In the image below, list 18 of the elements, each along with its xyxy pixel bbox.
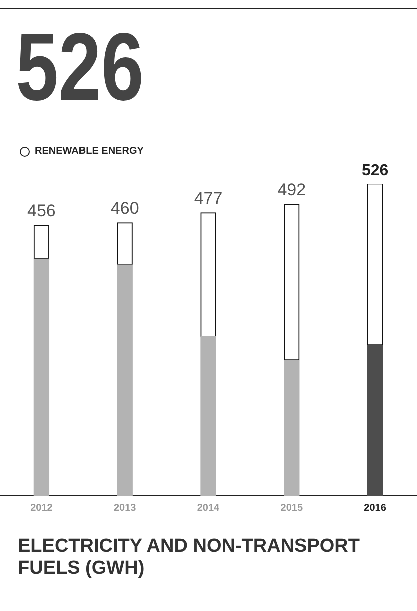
x-tick-label: 2016: [364, 502, 387, 514]
bar: [284, 360, 300, 496]
bar: [117, 264, 133, 496]
x-tick-label: 2012: [30, 502, 54, 514]
x-tick-label: 2015: [280, 502, 304, 514]
text: RENEWABLE ENERGY: [35, 146, 144, 157]
annotation: 477: [194, 189, 223, 208]
annotation: 456: [28, 202, 56, 221]
annotation: 460: [110, 199, 140, 218]
text: 526: [16, 14, 144, 121]
x-tick-label: 2014: [197, 502, 220, 514]
annotation: 492: [278, 180, 306, 200]
text: ELECTRICITY AND NON-TRANSPORT FUELS (GWH): [18, 536, 361, 580]
bar: [200, 336, 216, 496]
bar: [34, 258, 50, 496]
annotation: 526: [362, 162, 389, 180]
bar: [367, 344, 384, 496]
x-tick-label: 2013: [114, 502, 137, 514]
